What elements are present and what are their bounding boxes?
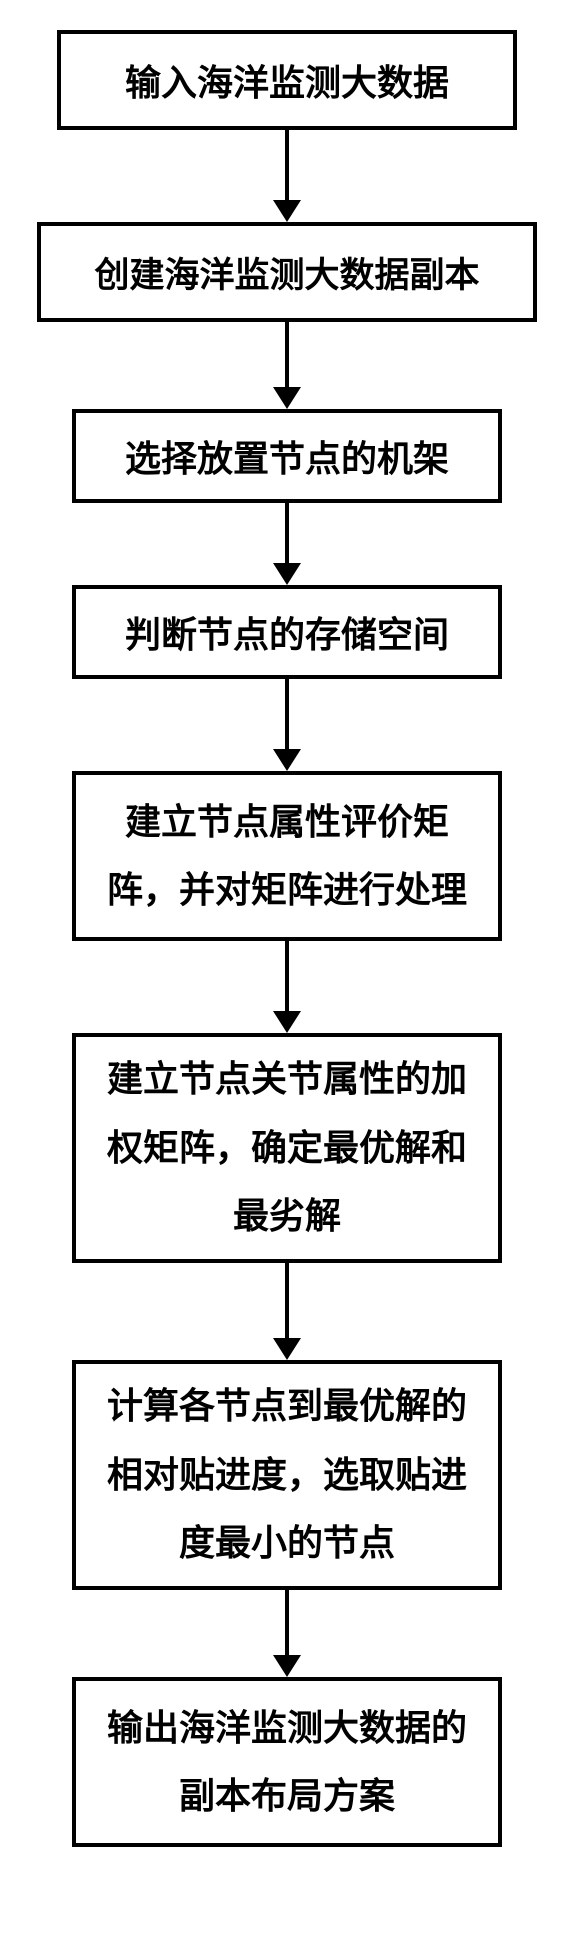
flow-node-n1: 输入海洋监测大数据 — [57, 30, 517, 130]
arrow-head-icon — [273, 1011, 301, 1033]
flow-node-n2: 创建海洋监测大数据副本 — [37, 222, 537, 322]
flow-node-text: 建立节点属性评价矩阵，并对矩阵进行处理 — [106, 788, 468, 925]
flow-node-text: 判断节点的存储空间 — [125, 606, 449, 658]
flow-arrow — [273, 322, 301, 409]
arrow-head-icon — [273, 200, 301, 222]
flow-arrow — [273, 130, 301, 222]
flow-node-text: 创建海洋监测大数据副本 — [94, 247, 479, 298]
flow-node-n3: 选择放置节点的机架 — [72, 409, 502, 503]
arrow-line — [285, 130, 289, 200]
flow-node-text: 计算各节点到最优解的相对贴进度，选取贴进度最小的节点 — [106, 1372, 468, 1577]
flow-arrow — [273, 941, 301, 1033]
flow-node-n8: 输出海洋监测大数据的副本布局方案 — [72, 1677, 502, 1847]
arrow-line — [285, 679, 289, 749]
flow-node-text: 选择放置节点的机架 — [125, 430, 449, 482]
flow-node-text: 建立节点关节属性的加权矩阵，确定最优解和最劣解 — [106, 1045, 468, 1250]
flow-node-n4: 判断节点的存储空间 — [72, 585, 502, 679]
arrow-line — [285, 1263, 289, 1338]
flow-arrow — [273, 1263, 301, 1360]
arrow-line — [285, 1590, 289, 1655]
flow-node-n6: 建立节点关节属性的加权矩阵，确定最优解和最劣解 — [72, 1033, 502, 1263]
flow-node-text: 输入海洋监测大数据 — [125, 54, 449, 106]
arrow-head-icon — [273, 749, 301, 771]
arrow-line — [285, 503, 289, 563]
arrow-head-icon — [273, 1655, 301, 1677]
flowchart-container: 输入海洋监测大数据创建海洋监测大数据副本选择放置节点的机架判断节点的存储空间建立… — [30, 30, 544, 1847]
flow-node-n5: 建立节点属性评价矩阵，并对矩阵进行处理 — [72, 771, 502, 941]
arrow-head-icon — [273, 1338, 301, 1360]
flow-node-text: 输出海洋监测大数据的副本布局方案 — [106, 1694, 468, 1831]
arrow-head-icon — [273, 387, 301, 409]
arrow-line — [285, 941, 289, 1011]
flow-arrow — [273, 1590, 301, 1677]
flow-arrow — [273, 679, 301, 771]
flow-node-n7: 计算各节点到最优解的相对贴进度，选取贴进度最小的节点 — [72, 1360, 502, 1590]
flow-arrow — [273, 503, 301, 585]
arrow-line — [285, 322, 289, 387]
arrow-head-icon — [273, 563, 301, 585]
